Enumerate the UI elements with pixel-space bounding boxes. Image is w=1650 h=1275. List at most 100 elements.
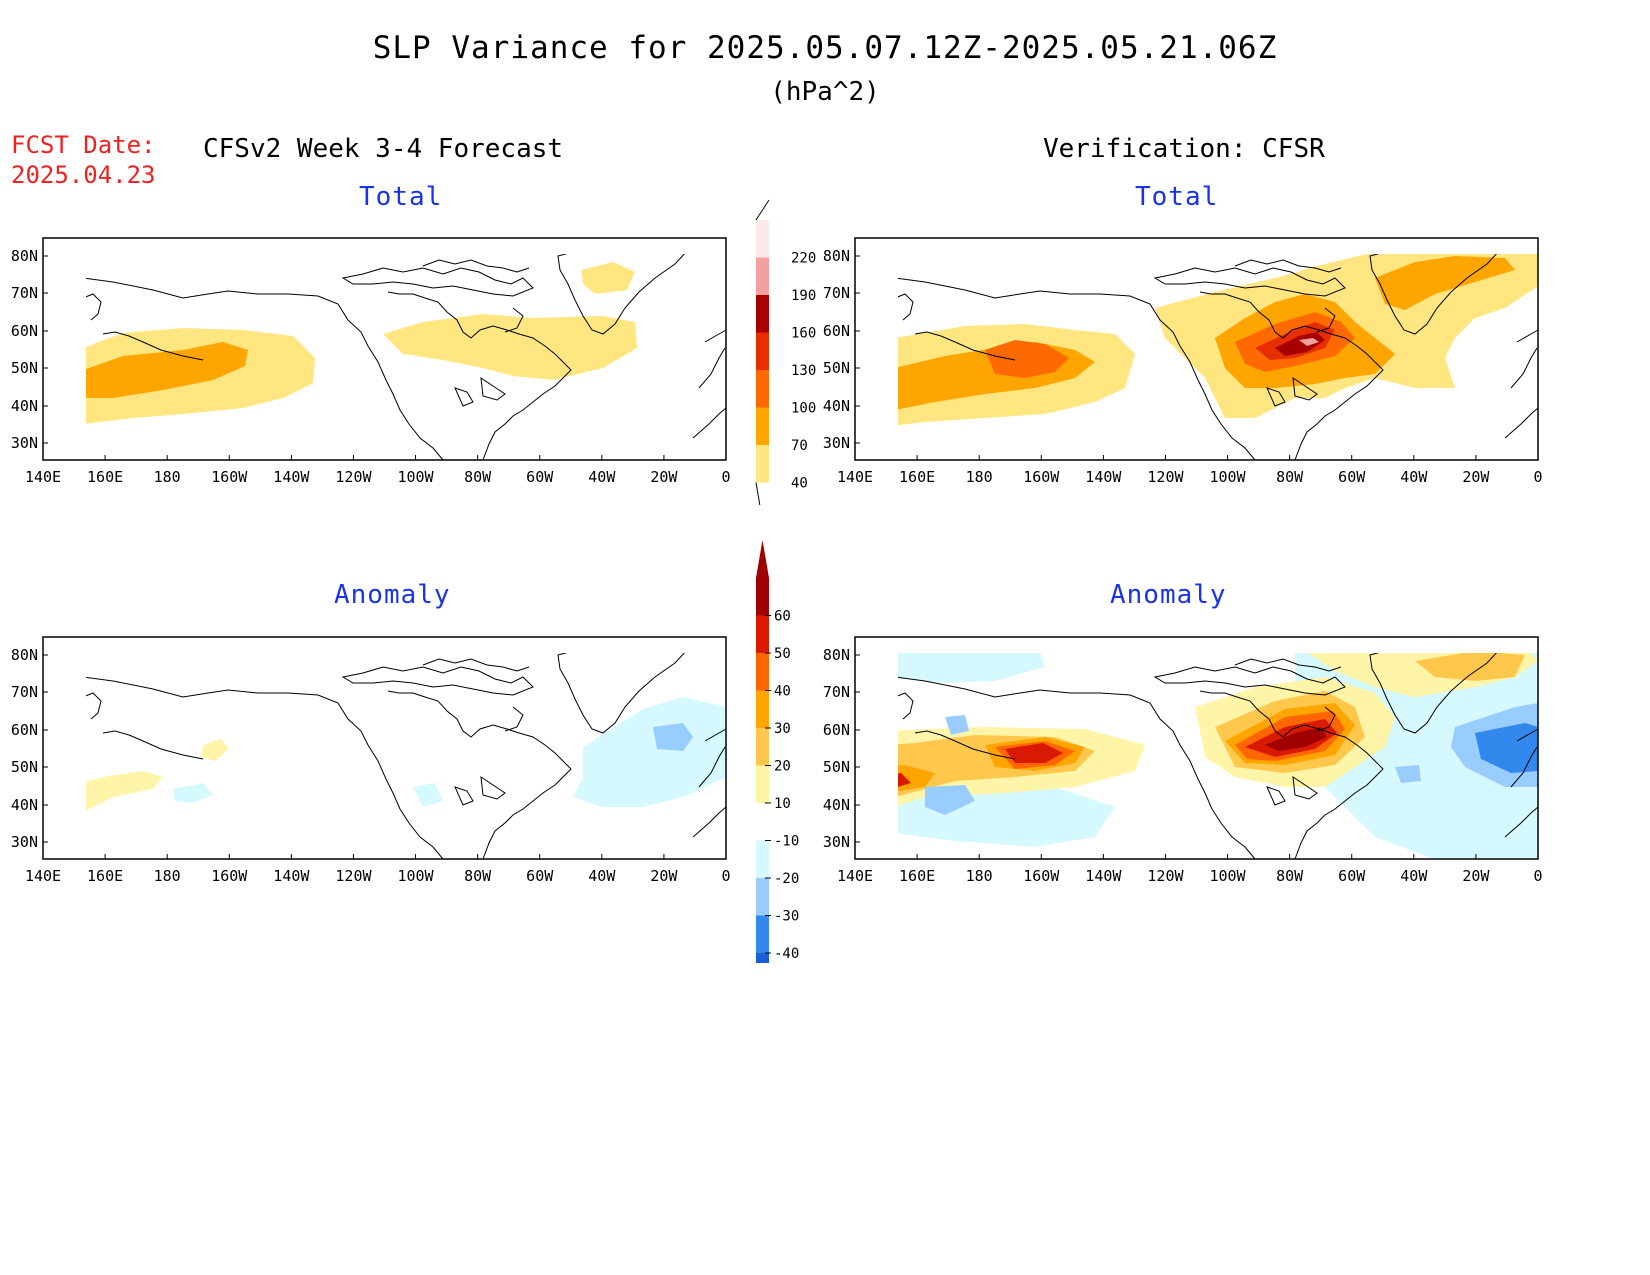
colorbar-level-label: 190 [791, 288, 816, 304]
coastline [86, 293, 102, 321]
coastline [1504, 806, 1539, 838]
panel-subtitle-fcst-total: Total [359, 182, 443, 212]
colorbar-swatch [756, 445, 769, 483]
coastline [557, 254, 685, 335]
map-panel-fcst-total: 80N 70N 60N 50N 40N 30N 140E 160E 180 160W 140W 120… [11, 237, 731, 486]
lat-tick-label: 40N [11, 796, 38, 814]
fcst-date-block: FCST Date: 2025.04.23 [11, 130, 156, 190]
colorbar-swatch [756, 803, 769, 841]
coastline [86, 676, 444, 860]
coastline [1316, 706, 1336, 732]
lon-tick-label: 40W [1400, 468, 1428, 486]
contour-fill-m10 [898, 653, 1045, 683]
coastline [1153, 666, 1346, 696]
coastline [1369, 254, 1497, 335]
coastline [43, 353, 55, 388]
colorbar-level-label: 70 [791, 438, 808, 454]
lat-tick-label: 70N [11, 284, 38, 302]
lon-tick-label: 100W [1209, 867, 1246, 885]
map-panel-verif-total: 80N 70N 60N 50N 40N 30N 140E 160E 180 160W 140W 120… [823, 237, 1543, 486]
lat-tick-label: 60N [823, 721, 850, 739]
panel-subtitle-verif-total: Total [1135, 182, 1219, 212]
panel-subtitle-verif-anomaly: Anomaly [1110, 580, 1227, 610]
fcst-date-value: 2025.04.23 [11, 161, 156, 189]
colorbar-swatch [756, 690, 769, 728]
colorbar-level-label: 50 [774, 646, 791, 662]
lon-tick-label: 100W [397, 468, 434, 486]
colorbar-level-label: -20 [774, 871, 799, 887]
lon-tick-label: 140W [1085, 468, 1122, 486]
verification-column-title: Verification: CFSR [1043, 134, 1325, 164]
contour-fill-p20 [1415, 653, 1525, 681]
lat-tick-label: 80N [823, 646, 850, 664]
lat-tick-label: 80N [11, 247, 38, 265]
coastline [1199, 690, 1384, 860]
lat-tick-label: 40N [823, 397, 850, 415]
lon-tick-label: 140W [1085, 867, 1122, 885]
contour-fill-m20 [945, 715, 969, 735]
lon-tick-label: 140W [273, 867, 310, 885]
coastline [704, 329, 727, 343]
lon-tick-label: 140E [25, 468, 61, 486]
lat-tick-label: 40N [823, 796, 850, 814]
colorbar-swatch [756, 370, 769, 408]
coastline [86, 692, 102, 720]
lat-tick-label: 60N [11, 322, 38, 340]
contour-fill-c190 [1299, 338, 1319, 346]
coastline [914, 730, 1016, 760]
colorbar-level-label: 160 [791, 326, 816, 342]
colorbar-level-label: 220 [791, 251, 816, 267]
coastline [692, 806, 727, 838]
lon-tick-label: 40W [1400, 867, 1428, 885]
lat-tick-label: 80N [823, 247, 850, 265]
coastline [1510, 347, 1538, 389]
coastline [1510, 746, 1538, 788]
coastline [86, 277, 444, 461]
colorbar-swatch [756, 953, 769, 963]
colorbar-swatch [756, 915, 769, 953]
lon-tick-label: 160E [87, 468, 123, 486]
colorbar-level-label: -30 [774, 909, 799, 925]
lon-tick-label: 180 [966, 867, 993, 885]
lat-tick-label: 50N [11, 359, 38, 377]
coastline [504, 706, 524, 732]
colorbar-level-label: -40 [774, 946, 799, 962]
contour-fill-c70 [86, 342, 248, 398]
lon-tick-label: 160E [899, 867, 935, 885]
panel-subtitle-fcst-anomaly: Anomaly [334, 580, 451, 610]
coastline [504, 307, 524, 333]
lon-tick-label: 80W [1276, 867, 1304, 885]
coastline [1369, 653, 1497, 734]
colorbar-level-label: 30 [774, 721, 791, 737]
colorbar-swatch [756, 878, 769, 916]
lat-tick-label: 30N [11, 833, 38, 851]
coastline [1266, 387, 1286, 407]
lon-tick-label: 180 [154, 867, 181, 885]
figure-title: SLP Variance for 2025.05.07.12Z-2025.05.… [372, 30, 1278, 66]
lon-tick-label: 140E [837, 867, 873, 885]
lon-tick-label: 160E [87, 867, 123, 885]
colorbar-swatch [756, 407, 769, 445]
map-contours [898, 254, 1539, 461]
contour-fill-c40 [383, 314, 637, 380]
lat-tick-label: 30N [11, 434, 38, 452]
map-contours [898, 653, 1539, 860]
lon-tick-label: 80W [464, 867, 492, 885]
coastline [698, 347, 726, 389]
map-frame [42, 636, 727, 860]
colorbar-level-label: 40 [791, 476, 808, 492]
coastline [557, 653, 685, 734]
coastline [454, 786, 474, 806]
coastline [898, 293, 914, 321]
fcst-date-label: FCST Date: [11, 131, 156, 159]
contour-fill-m20 [925, 785, 975, 815]
lon-tick-label: 40W [588, 468, 616, 486]
lon-tick-label: 0 [1533, 468, 1542, 486]
lon-tick-label: 160W [211, 867, 248, 885]
colorbar-level-label: 60 [774, 609, 791, 625]
colorbar-swatch [756, 220, 769, 258]
colorbar-swatch [756, 840, 769, 878]
lon-tick-label: 140E [25, 867, 61, 885]
lon-tick-label: 140W [273, 468, 310, 486]
lon-tick-label: 160E [899, 468, 935, 486]
